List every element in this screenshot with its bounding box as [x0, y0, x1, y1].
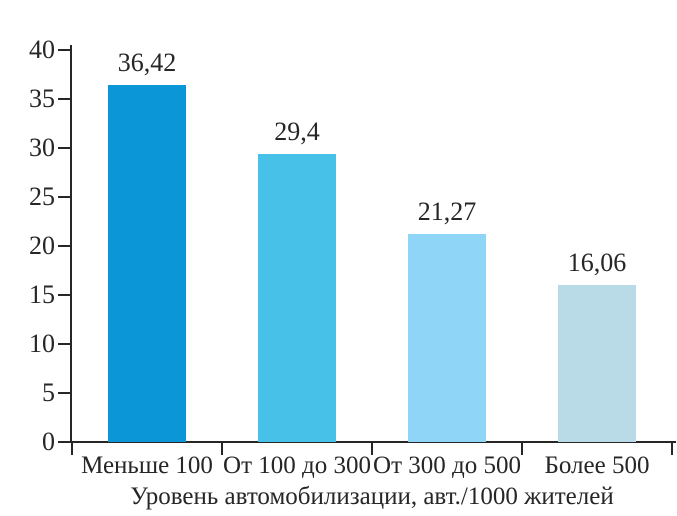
y-tick: [58, 392, 70, 394]
x-tick: [521, 443, 523, 455]
x-category-label: Меньше 100: [81, 452, 213, 479]
x-category-label: От 300 до 500: [373, 452, 521, 479]
y-tick: [58, 294, 70, 296]
x-category-label: Более 500: [544, 452, 650, 479]
x-tick: [371, 443, 373, 455]
y-tick-label: 10: [29, 329, 55, 358]
bar: [408, 233, 486, 442]
y-tick-label: 40: [29, 35, 55, 64]
y-tick: [58, 196, 70, 198]
bar-value-label: 16,06: [567, 247, 627, 277]
bar: [108, 85, 186, 442]
bar-value-label: 21,27: [417, 196, 477, 226]
y-tick-label: 15: [29, 280, 55, 309]
y-tick-label: 0: [42, 427, 55, 456]
x-tick: [71, 443, 73, 455]
bar: [258, 153, 336, 442]
y-tick-label: 20: [29, 231, 55, 260]
y-tick: [58, 245, 70, 247]
y-tick-label: 30: [29, 133, 55, 162]
x-tick: [671, 443, 673, 455]
y-tick-label: 25: [29, 182, 55, 211]
x-axis-line: [70, 441, 676, 443]
y-tick-label: 5: [42, 378, 55, 407]
y-tick: [58, 147, 70, 149]
bar: [558, 284, 636, 442]
y-tick: [58, 49, 70, 51]
y-tick-label: 35: [29, 84, 55, 113]
x-axis-title: Уровень автомобилизации, авт./1000 жител…: [130, 483, 614, 510]
x-tick: [221, 443, 223, 455]
y-axis-line: [70, 45, 72, 443]
y-tick: [58, 343, 70, 345]
bar-value-label: 36,42: [117, 48, 177, 78]
y-tick: [58, 98, 70, 100]
x-category-label: От 100 до 300: [223, 452, 371, 479]
y-tick: [58, 441, 70, 443]
bar-value-label: 29,4: [274, 116, 320, 146]
